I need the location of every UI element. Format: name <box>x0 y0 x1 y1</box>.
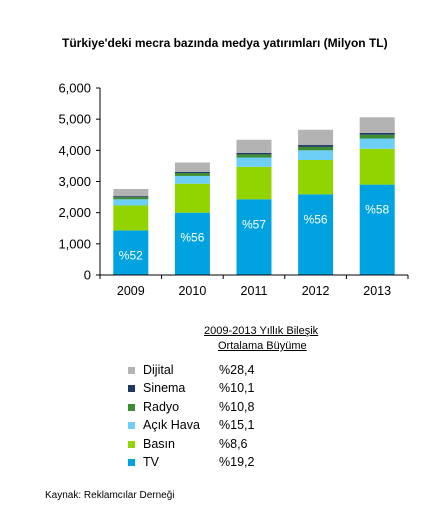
bar-segment-dijital-2009 <box>113 188 149 197</box>
y-tick-label: 6,000 <box>58 81 91 96</box>
labels-group: 2009 %52 2010 %56 2011 %57 2012 %56 2013 %58 0 1,00… <box>58 81 391 299</box>
x-tick-label: 2013 <box>363 284 391 298</box>
legend-growth-value: %10,1 <box>219 381 255 396</box>
bar-segment-radyo-2010 <box>174 173 210 176</box>
legend-growth-value: %8,6 <box>219 436 248 451</box>
legend-label: Açık Hava <box>143 418 200 433</box>
legend-growth-value: %10,8 <box>219 399 255 414</box>
bar-segment-dijital-2012 <box>298 129 334 146</box>
growth-header-line-1: 2009-2013 Yıllık Bileşik <box>204 325 319 337</box>
legend-swatch-basin <box>128 440 135 448</box>
bars-group <box>113 117 395 275</box>
legend-growth-value: %19,2 <box>219 454 255 469</box>
bar-segment-dijital-2011 <box>236 139 272 153</box>
bar-segment-dijital-2013 <box>359 117 395 133</box>
stacked-bar-chart: 2009 %52 2010 %56 2011 %57 2012 %56 2013 %58 0 1,00… <box>58 81 409 299</box>
legend-swatch-radyo <box>128 403 135 411</box>
x-tick-label: 2009 <box>117 284 145 298</box>
bar-segment-tv-2012 <box>298 194 334 275</box>
growth-header-line-2: Ortalama Büyüme <box>218 340 307 352</box>
x-tick-label: 2010 <box>178 284 206 298</box>
bar-segment-sinema-2010 <box>174 171 210 174</box>
bar-data-label: %56 <box>180 231 204 245</box>
bar-segment-tv-2010 <box>174 212 210 275</box>
bar-segment-bas-n-2009 <box>113 205 149 231</box>
bar-segment-sinema-2009 <box>113 196 149 198</box>
bar-segment-radyo-2011 <box>236 154 272 158</box>
bar-segment-a-k-hava-2009 <box>113 199 149 206</box>
legend-growth-value: %28,4 <box>219 363 255 377</box>
bar-segment-tv-2011 <box>236 199 272 275</box>
legend-swatch-tv <box>128 458 135 466</box>
bar-segment-radyo-2012 <box>298 146 334 151</box>
source-note: Kaynak: Reklamcılar Derneği <box>45 490 175 501</box>
x-tick-label: 2012 <box>302 284 330 298</box>
legend-growth-value: %15,1 <box>219 418 255 433</box>
bar-data-label: %52 <box>119 248 143 262</box>
legend-swatch-sinema <box>128 385 135 393</box>
legend-label: Dijital <box>143 363 174 377</box>
bar-segment-radyo-2009 <box>113 197 149 200</box>
y-tick-label: 4,000 <box>58 143 91 158</box>
legend-swatch-acik-hava <box>128 422 135 430</box>
bar-segment-bas-n-2013 <box>359 148 395 185</box>
legend-label: Radyo <box>143 399 180 414</box>
y-tick-label: 0 <box>84 268 91 283</box>
bar-segment-radyo-2013 <box>359 134 395 139</box>
bar-data-label: %57 <box>242 217 266 231</box>
axis-group <box>96 87 409 279</box>
y-tick-label: 2,000 <box>58 205 91 220</box>
bar-segment-bas-n-2010 <box>174 183 210 213</box>
bar-segment-a-k-hava-2013 <box>359 138 395 149</box>
legend-label: TV <box>143 454 159 469</box>
legend-swatch-dijital <box>128 367 135 374</box>
x-tick-label: 2011 <box>241 284 268 298</box>
bar-segment-tv-2009 <box>113 230 149 275</box>
bar-segment-sinema-2013 <box>359 132 395 135</box>
legend-label: Basın <box>143 436 175 451</box>
y-tick-label: 3,000 <box>58 174 91 189</box>
bar-segment-a-k-hava-2012 <box>298 150 334 160</box>
bar-segment-dijital-2010 <box>174 162 210 172</box>
y-tick-label: 5,000 <box>58 112 91 127</box>
bar-data-label: %58 <box>365 203 389 217</box>
chart-title: Türkiye'deki mecra bazında medya yatırım… <box>62 36 388 50</box>
bar-segment-a-k-hava-2010 <box>174 175 210 184</box>
bar-data-label: %56 <box>304 212 328 226</box>
legend-label: Sinema <box>143 381 186 396</box>
bar-segment-bas-n-2011 <box>236 166 272 200</box>
bar-segment-sinema-2011 <box>236 152 272 155</box>
bar-segment-bas-n-2012 <box>298 159 334 195</box>
y-tick-label: 1,000 <box>58 236 91 251</box>
bar-segment-tv-2013 <box>359 184 395 275</box>
bar-segment-a-k-hava-2011 <box>236 157 272 167</box>
bar-segment-sinema-2012 <box>298 145 334 147</box>
